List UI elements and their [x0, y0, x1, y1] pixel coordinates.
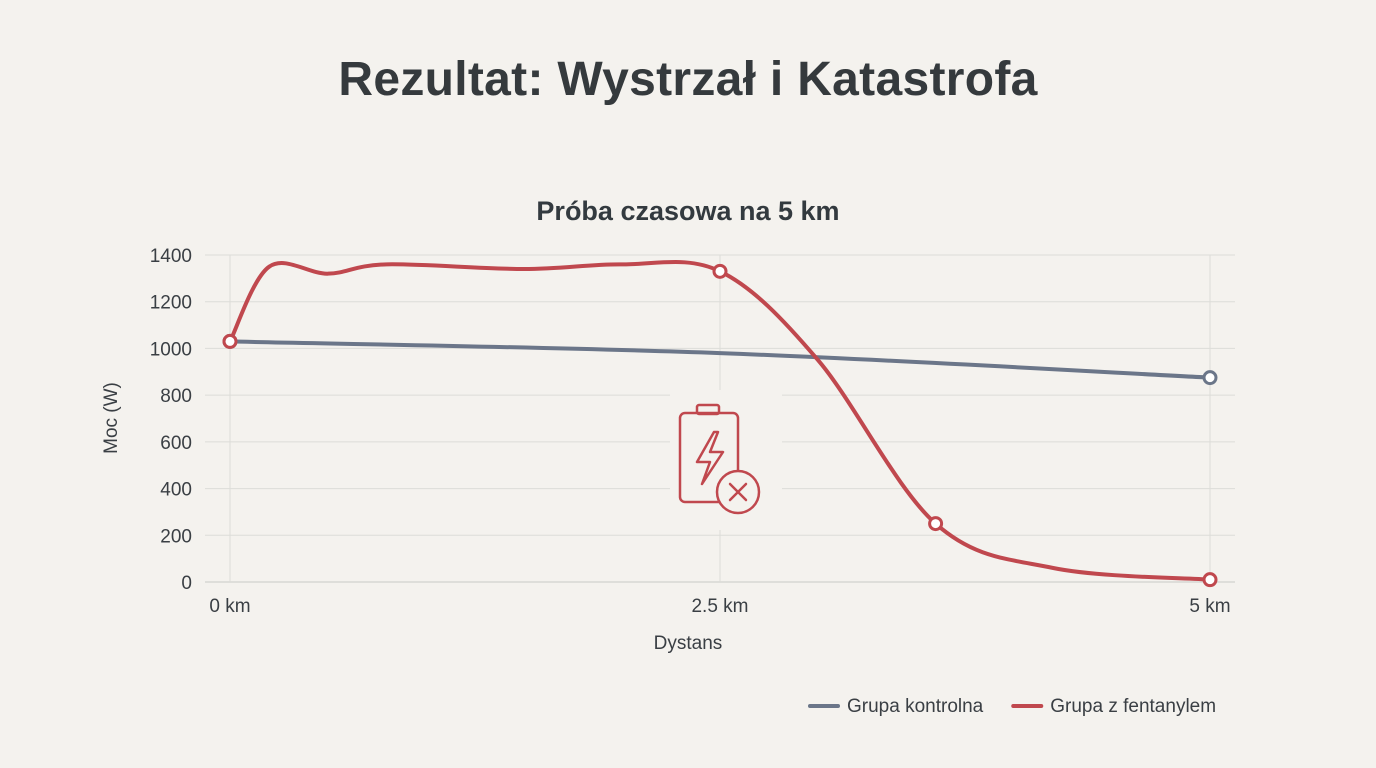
- legend-label-1: Grupa kontrolna: [847, 696, 984, 717]
- series-line-2: [228, 259, 1212, 582]
- series-1-point: [1202, 370, 1218, 386]
- x-tick-label: 0 km: [209, 596, 250, 617]
- series-2-point: [712, 263, 728, 279]
- x-axis-ticks: 0 km 2.5 km 5 km: [209, 596, 1230, 617]
- y-tick-label: 600: [160, 433, 192, 454]
- chart-legend: Grupa kontrolna Grupa z fentanylem: [808, 696, 1216, 717]
- series-line-1: [228, 339, 1212, 380]
- x-tick-label: 5 km: [1189, 596, 1230, 617]
- legend-label-2: Grupa z fentanylem: [1050, 696, 1216, 717]
- series-2-point: [222, 333, 238, 349]
- y-tick-label: 0: [181, 573, 192, 594]
- y-axis-ticks: 0 200 400 600 800 1000 1200 1400: [150, 246, 192, 594]
- y-axis-label: Moc (W): [101, 382, 122, 454]
- series-2-point: [928, 516, 944, 532]
- y-tick-label: 1200: [150, 293, 192, 314]
- y-tick-label: 1000: [150, 339, 192, 360]
- chart-series: [222, 259, 1218, 588]
- x-tick-label: 2.5 km: [691, 596, 748, 617]
- chart-title: Próba czasowa na 5 km: [536, 196, 839, 226]
- battery-failure-icon: [670, 390, 782, 530]
- series-2-point: [1202, 572, 1218, 588]
- y-tick-label: 800: [160, 386, 192, 407]
- y-tick-label: 400: [160, 480, 192, 501]
- y-tick-label: 1400: [150, 246, 192, 267]
- page-title: Rezultat: Wystrzał i Katastrofa: [338, 53, 1038, 106]
- x-axis-label: Dystans: [654, 633, 723, 654]
- y-tick-label: 200: [160, 526, 192, 547]
